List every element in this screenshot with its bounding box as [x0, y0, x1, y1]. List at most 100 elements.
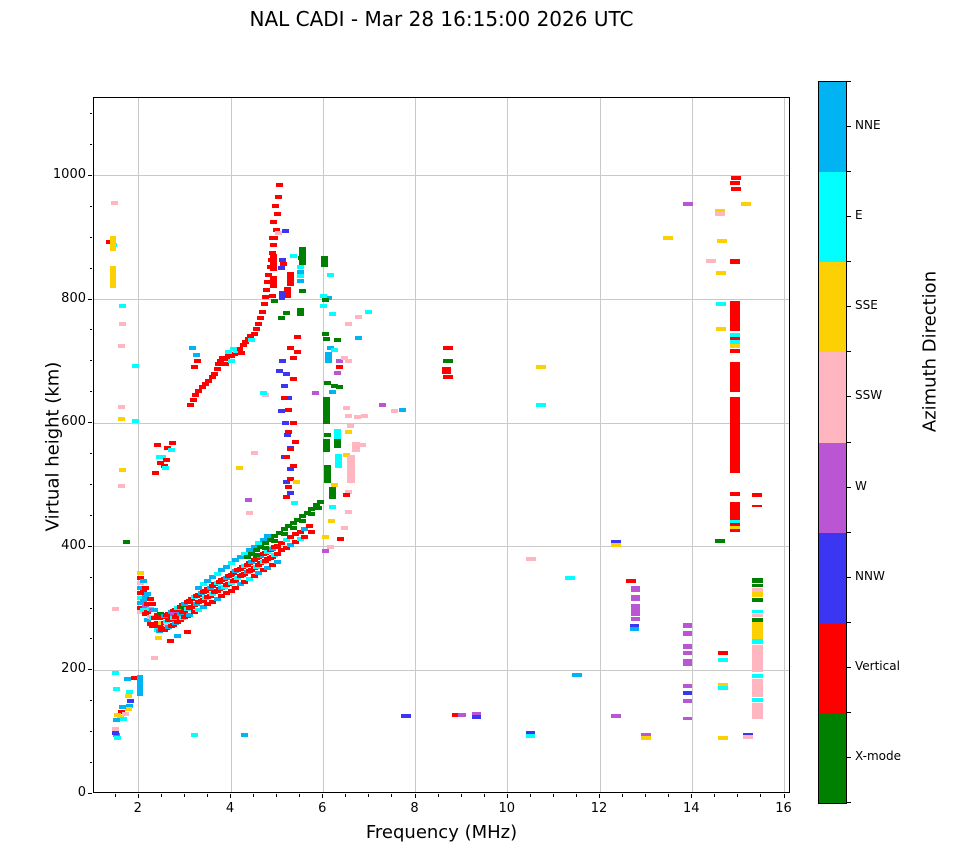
x-minor-tick: [460, 794, 462, 797]
scatter-point: [144, 617, 152, 622]
scatter-point: [241, 732, 249, 737]
scatter-point: [326, 272, 334, 277]
scatter-point: [118, 405, 126, 410]
scatter-point: [241, 551, 249, 556]
scatter-bar: [752, 592, 764, 597]
colorbar-segment-e: [819, 172, 846, 263]
y-minor-tick: [89, 113, 92, 115]
scatter-point: [204, 578, 212, 583]
scatter-point: [717, 239, 728, 244]
scatter-point: [322, 331, 330, 336]
y-gridline: [94, 422, 789, 424]
scatter-point: [333, 337, 341, 342]
scatter-point: [183, 630, 191, 635]
scatter-point: [139, 599, 147, 604]
x-major-tick: [137, 794, 139, 798]
scatter-point: [451, 713, 461, 718]
scatter-bar: [730, 181, 741, 185]
scatter-point: [282, 479, 290, 484]
scatter-point: [126, 690, 134, 694]
scatter-point: [259, 391, 267, 396]
scatter-bar: [683, 717, 693, 721]
y-minor-tick: [89, 607, 92, 609]
scatter-point: [113, 717, 121, 722]
scatter-bar: [730, 301, 741, 332]
scatter-bar: [683, 622, 693, 629]
colorbar-boundary-tick: [847, 441, 851, 443]
scatter-bar: [752, 598, 764, 602]
x-gridline: [138, 98, 140, 792]
scatter-bar: [287, 271, 295, 286]
colorbar-boundary-tick: [847, 802, 851, 803]
scatter-point: [211, 371, 219, 376]
scatter-point: [159, 455, 167, 460]
scatter-point: [714, 538, 725, 543]
scatter-point: [442, 359, 453, 364]
scatter-point: [335, 385, 343, 390]
scatter-point: [136, 576, 144, 581]
scatter-point: [283, 433, 291, 438]
scatter-point: [331, 384, 339, 389]
scatter-point: [232, 558, 240, 563]
scatter-point: [273, 551, 281, 556]
scatter-point: [199, 581, 207, 586]
y-gridline: [94, 546, 789, 548]
x-minor-tick: [160, 794, 162, 797]
scatter-point: [273, 543, 281, 548]
scatter-point: [189, 345, 197, 350]
scatter-point: [185, 612, 193, 617]
scatter-point: [192, 353, 200, 358]
x-tick-label: 12: [590, 801, 608, 816]
scatter-point: [342, 493, 350, 498]
scatter-point: [345, 359, 353, 364]
colorbar-label-e: E: [855, 208, 863, 223]
scatter-point: [136, 596, 144, 601]
scatter-point: [243, 554, 251, 559]
scatter-point: [730, 525, 741, 530]
y-minor-tick: [89, 329, 92, 331]
scatter-point: [301, 534, 309, 539]
y-major-tick: [88, 793, 92, 794]
scatter-point: [742, 735, 753, 740]
scatter-point: [122, 711, 130, 716]
scatter-point: [269, 235, 277, 240]
scatter-point: [280, 527, 288, 532]
chart-title: NAL CADI - Mar 28 16:15:00 2026 UTC: [249, 7, 634, 31]
scatter-point: [731, 175, 742, 180]
y-minor-tick: [89, 514, 92, 516]
x-axis-label: Frequency (MHz): [365, 822, 518, 843]
scatter-point: [152, 471, 160, 476]
scatter-point: [278, 548, 286, 553]
y-minor-tick: [89, 731, 92, 733]
scatter-point: [565, 575, 576, 580]
scatter-bar: [631, 603, 641, 616]
scatter-bar: [334, 454, 342, 468]
scatter-point: [472, 712, 482, 717]
scatter-point: [282, 537, 290, 542]
x-major-tick: [599, 794, 601, 798]
scatter-point: [328, 505, 336, 510]
y-major-tick: [88, 422, 92, 424]
scatter-point: [717, 685, 728, 690]
scatter-point: [342, 406, 350, 411]
scatter-point: [237, 350, 245, 355]
scatter-point: [114, 735, 122, 740]
scatter-point: [112, 686, 120, 691]
scatter-point: [118, 417, 126, 422]
scatter-bar: [352, 441, 361, 453]
scatter-point: [287, 476, 295, 481]
scatter-point: [285, 407, 293, 412]
scatter-point: [319, 293, 327, 298]
scatter-point: [154, 636, 162, 641]
scatter-bar: [278, 291, 285, 300]
scatter-bar: [270, 276, 278, 289]
scatter-point: [331, 348, 339, 353]
scatter-point: [139, 579, 147, 584]
scatter-bar: [752, 698, 764, 702]
scatter-point: [157, 461, 165, 466]
x-minor-tick: [206, 794, 208, 797]
scatter-point: [278, 541, 286, 546]
colorbar-boundary-tick: [847, 171, 851, 173]
scatter-point: [289, 464, 297, 469]
